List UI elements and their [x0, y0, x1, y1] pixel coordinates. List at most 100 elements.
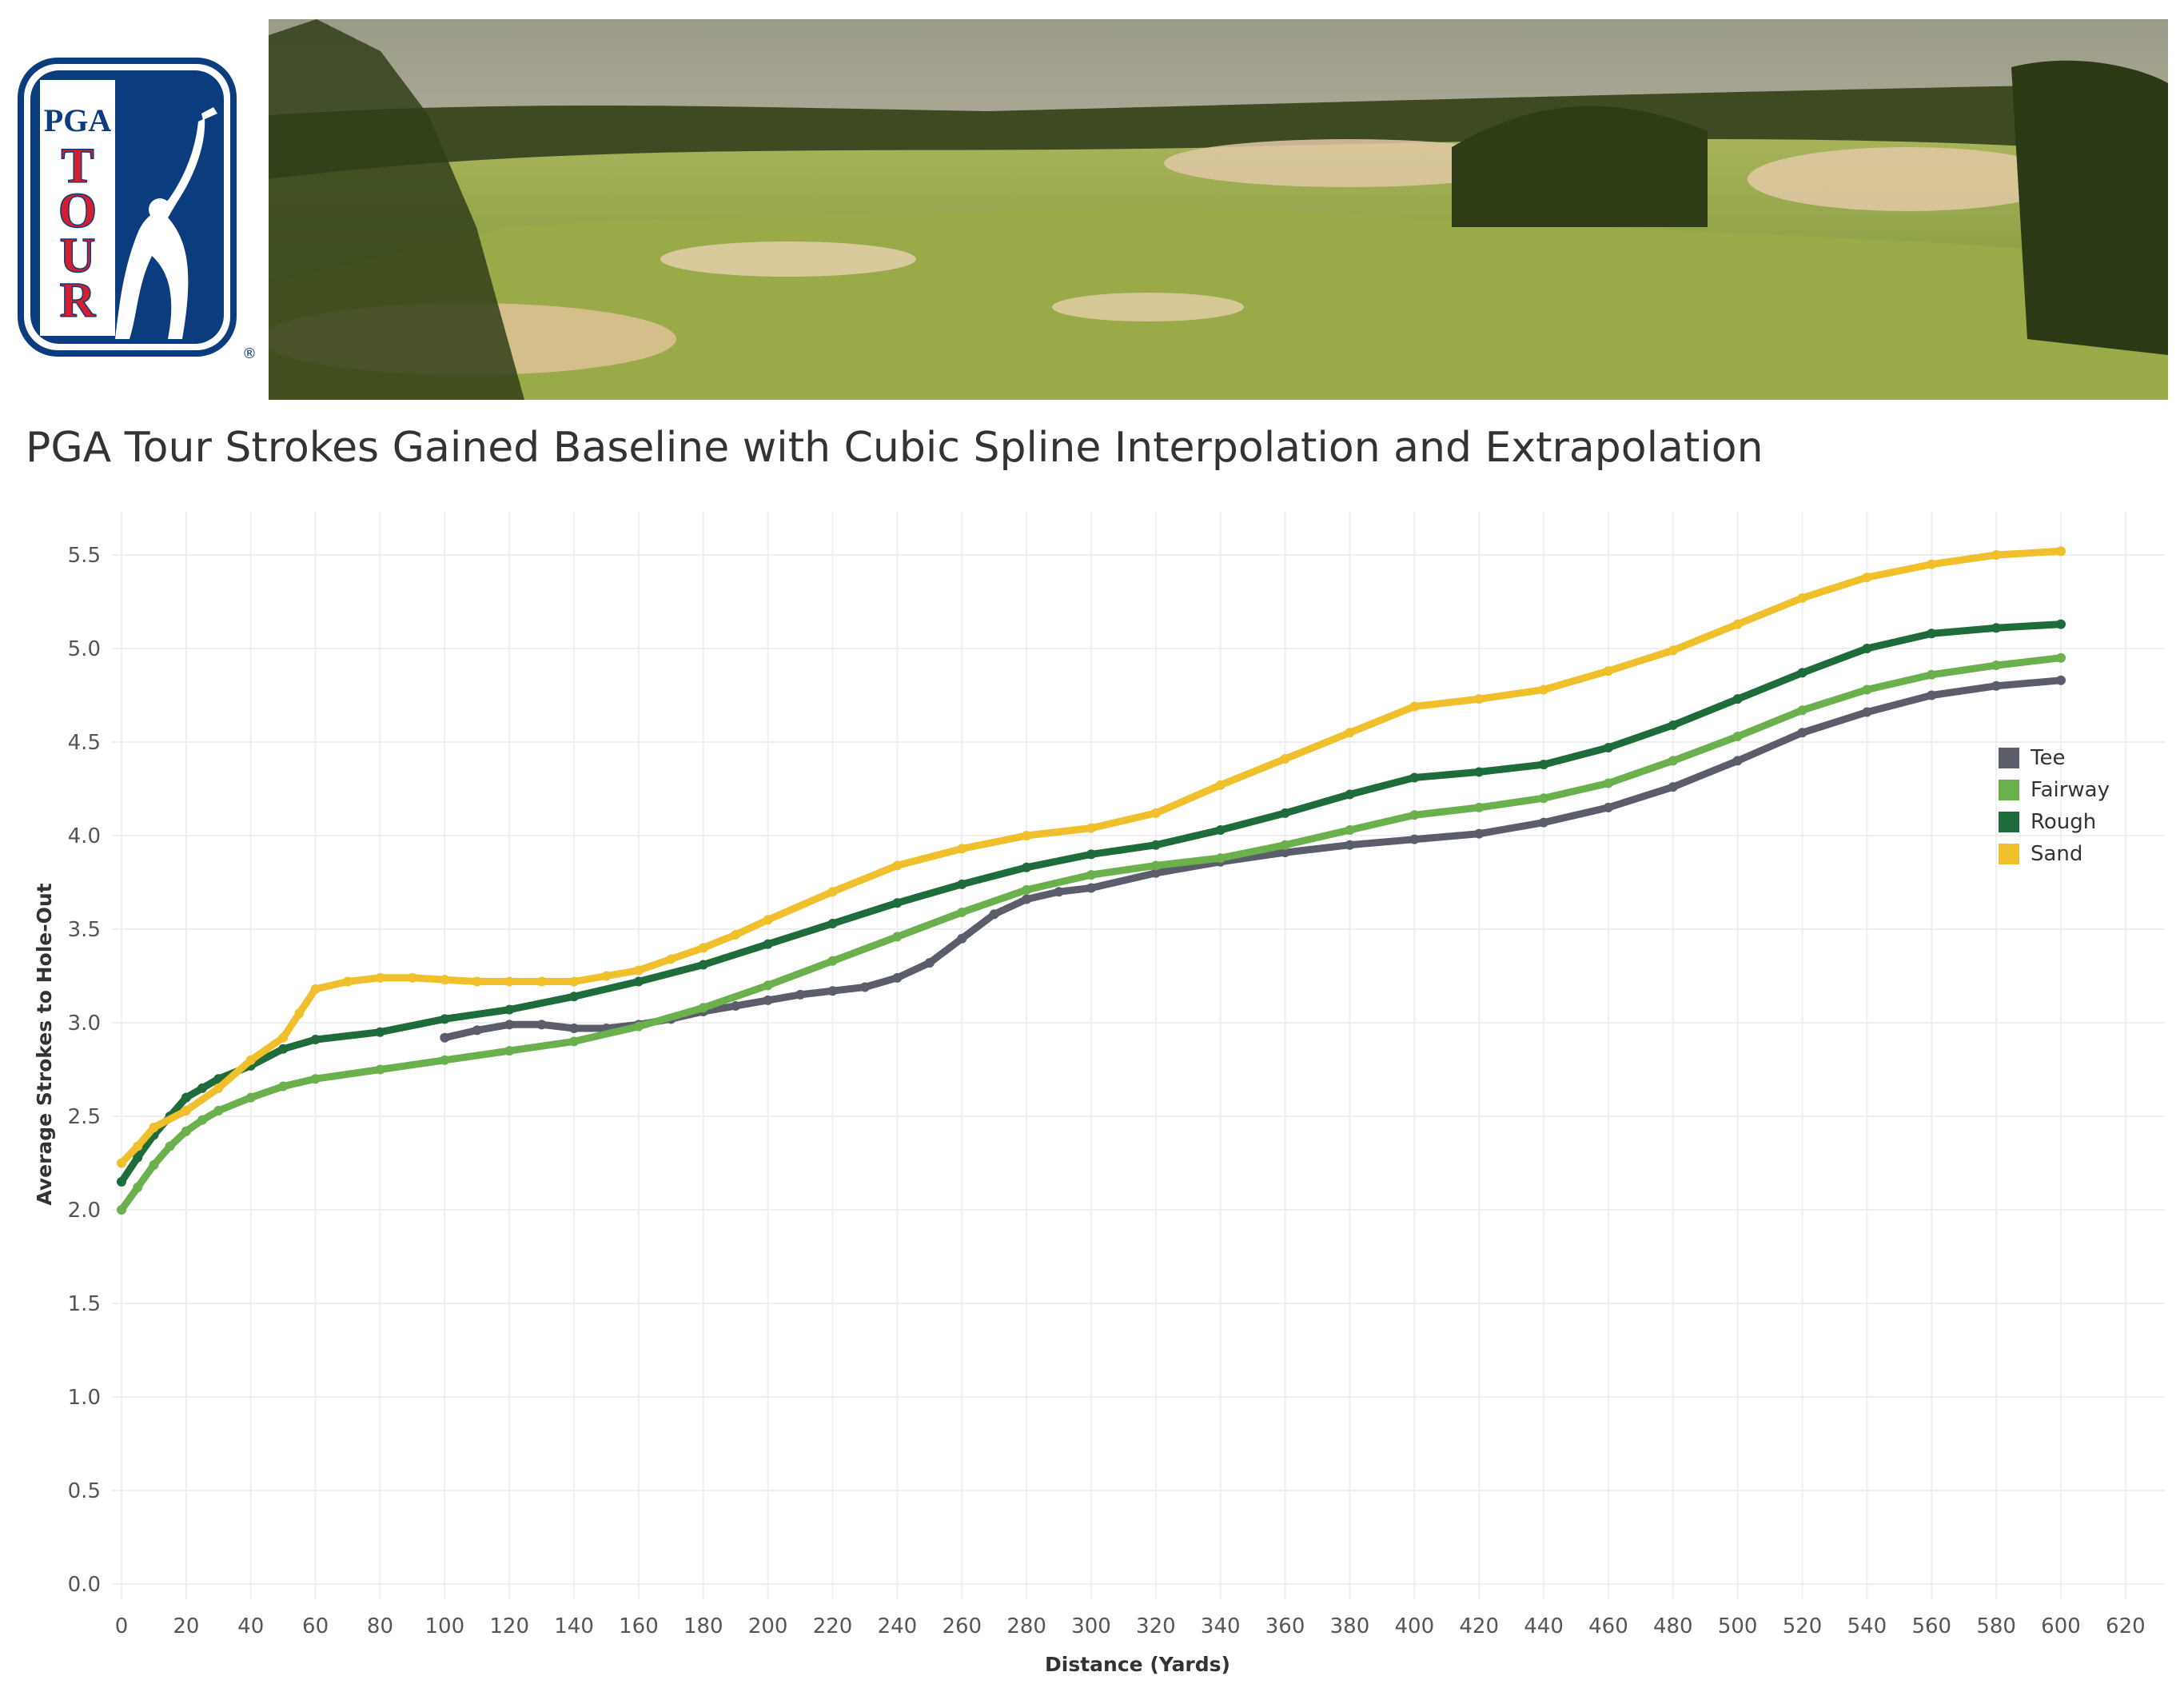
data-point [892, 860, 903, 871]
x-tick-label: 160 [619, 1614, 659, 1638]
golf-course-banner-image [269, 19, 2168, 400]
data-point [633, 1021, 644, 1032]
data-point [1668, 782, 1678, 792]
x-tick-label: 560 [1911, 1614, 1951, 1638]
x-tick-label: 240 [878, 1614, 918, 1638]
legend-swatch [1999, 780, 2019, 800]
data-point [1862, 644, 1872, 653]
x-tick-label: 280 [1006, 1614, 1046, 1638]
legend-label: Fairway [2031, 778, 2110, 802]
data-point [1054, 887, 1064, 897]
y-tick-label: 1.5 [68, 1292, 101, 1316]
data-point [213, 1105, 224, 1115]
data-point [2056, 546, 2066, 557]
data-point [1022, 894, 1032, 904]
data-point [1797, 668, 1807, 678]
data-point [1345, 728, 1355, 738]
chart-legend: Tee Fairway Rough Sand [1999, 742, 2110, 870]
svg-text:R: R [60, 273, 97, 328]
data-point [1150, 808, 1161, 818]
data-point [375, 1064, 385, 1075]
series-fairway [117, 652, 2066, 1215]
x-tick-label: 440 [1524, 1614, 1564, 1638]
data-point [472, 976, 482, 987]
data-point [440, 975, 450, 985]
data-point [1991, 623, 2002, 633]
data-point [1991, 680, 2002, 691]
data-point [133, 1182, 143, 1192]
data-point [1086, 849, 1096, 860]
data-point [165, 1141, 175, 1151]
data-point [957, 879, 967, 889]
data-point [731, 1000, 741, 1011]
data-point [343, 976, 353, 987]
data-point [375, 1027, 385, 1037]
data-point [1409, 810, 1420, 820]
x-tick-label: 420 [1459, 1614, 1499, 1638]
data-point [1474, 828, 1485, 839]
x-tick-label: 260 [942, 1614, 982, 1638]
x-tick-label: 620 [2106, 1614, 2146, 1638]
svg-text:O: O [58, 184, 97, 238]
data-point [1991, 550, 2002, 560]
data-point [1150, 840, 1161, 850]
data-point [827, 986, 838, 996]
data-point [1022, 884, 1032, 895]
x-tick-label: 520 [1783, 1614, 1823, 1638]
y-tick-label: 3.0 [68, 1012, 101, 1036]
data-point [1086, 870, 1096, 880]
x-tick-label: 100 [425, 1614, 465, 1638]
x-tick-label: 300 [1071, 1614, 1111, 1638]
data-point [1022, 862, 1032, 872]
x-tick-label: 580 [1976, 1614, 2016, 1638]
y-tick-label: 4.0 [68, 824, 101, 848]
data-point [440, 1032, 450, 1043]
data-point [197, 1083, 208, 1093]
data-point [1086, 883, 1096, 893]
data-point [1927, 669, 1937, 680]
data-point [1927, 690, 1937, 700]
x-tick-label: 80 [367, 1614, 393, 1638]
data-point [310, 1074, 321, 1084]
data-point [1280, 754, 1290, 764]
data-point [1603, 743, 1613, 753]
data-point [2056, 619, 2066, 629]
data-point [795, 989, 806, 1000]
legend-item-tee: Tee [1999, 742, 2110, 774]
data-point [1280, 808, 1290, 818]
x-tick-label: 480 [1653, 1614, 1693, 1638]
data-point [763, 939, 773, 949]
y-tick-label: 2.5 [68, 1105, 101, 1129]
data-point [181, 1105, 191, 1115]
data-point [117, 1205, 126, 1215]
data-point [569, 976, 580, 987]
data-point [1603, 802, 1613, 812]
logo-text-top: PGA [44, 102, 112, 138]
x-tick-label: 40 [237, 1614, 264, 1638]
data-point [957, 844, 967, 854]
x-tick-label: 400 [1395, 1614, 1435, 1638]
data-point [1603, 666, 1613, 676]
y-tick-label: 1.0 [68, 1386, 101, 1410]
x-tick-label: 200 [748, 1614, 788, 1638]
data-point [666, 954, 676, 964]
x-tick-label: 500 [1718, 1614, 1758, 1638]
data-point [763, 980, 773, 991]
legend-swatch [1999, 844, 2019, 864]
x-tick-label: 120 [489, 1614, 529, 1638]
data-point [440, 1055, 450, 1065]
data-point [698, 1003, 708, 1013]
data-point [1732, 694, 1743, 704]
data-point [278, 1081, 289, 1091]
horizontal-gridlines [112, 554, 2165, 1585]
x-tick-label: 20 [173, 1614, 199, 1638]
data-point [117, 1158, 126, 1168]
data-point [1991, 660, 2002, 671]
data-point [957, 907, 967, 917]
data-point [1474, 767, 1485, 777]
data-point [407, 972, 417, 983]
x-tick-label: 320 [1136, 1614, 1176, 1638]
data-point [2056, 675, 2066, 685]
registered-mark: ® [242, 345, 257, 362]
